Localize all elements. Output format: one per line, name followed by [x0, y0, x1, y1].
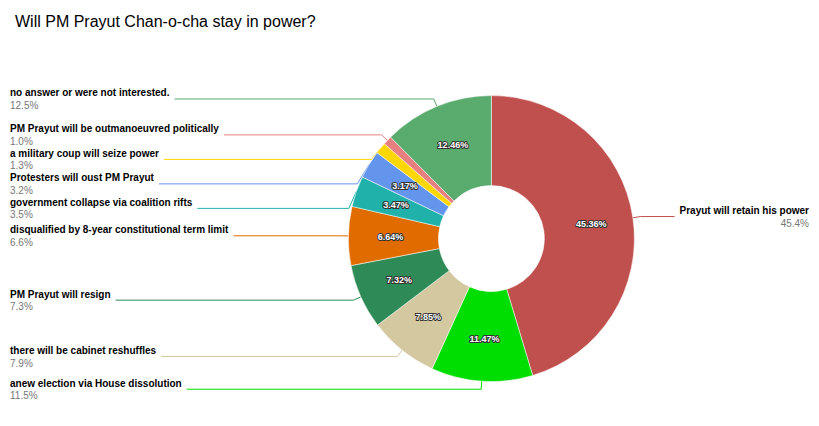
svg-text:a military coup will seize pow: a military coup will seize power	[10, 148, 159, 159]
svg-text:6.64%: 6.64%	[378, 232, 404, 242]
svg-text:no answer or were not interest: no answer or were not interested.	[10, 87, 170, 98]
svg-text:7.3%: 7.3%	[10, 301, 33, 312]
svg-text:there will be cabinet reshuffl: there will be cabinet reshuffles	[10, 345, 157, 356]
svg-text:3.5%: 3.5%	[10, 209, 33, 220]
svg-text:11.47%: 11.47%	[470, 334, 500, 344]
svg-text:anew election via House dissol: anew election via House dissolution	[10, 378, 182, 389]
svg-text:Will PM Prayut Chan-o-cha stay: Will PM Prayut Chan-o-cha stay in power?	[15, 13, 316, 30]
svg-text:PM Prayut will be outmanoeuvre: PM Prayut will be outmanoeuvred politica…	[10, 123, 219, 134]
svg-text:7.9%: 7.9%	[10, 358, 33, 369]
svg-text:Prayut will retain his power: Prayut will retain his power	[680, 205, 810, 216]
svg-text:12.46%: 12.46%	[438, 140, 469, 150]
svg-text:7.85%: 7.85%	[416, 312, 442, 322]
svg-text:1.0%: 1.0%	[10, 136, 33, 147]
svg-text:45.4%: 45.4%	[781, 218, 809, 229]
svg-text:3.47%: 3.47%	[383, 200, 409, 210]
svg-text:6.6%: 6.6%	[10, 237, 33, 248]
svg-text:PM Prayut will resign: PM Prayut will resign	[10, 289, 111, 300]
svg-text:Protesters will oust PM Prayut: Protesters will oust PM Prayut	[10, 172, 155, 183]
svg-text:12.5%: 12.5%	[10, 100, 38, 111]
svg-text:11.5%: 11.5%	[10, 390, 38, 401]
svg-text:7.32%: 7.32%	[386, 275, 412, 285]
svg-text:3.2%: 3.2%	[10, 185, 33, 196]
svg-text:disqualified by 8-year constit: disqualified by 8-year constitutional te…	[10, 224, 229, 235]
svg-text:45.36%: 45.36%	[576, 219, 607, 229]
svg-text:government collapse via coalit: government collapse via coalition rifts	[10, 197, 193, 208]
svg-text:3.17%: 3.17%	[392, 181, 418, 191]
svg-text:1.3%: 1.3%	[10, 160, 33, 171]
